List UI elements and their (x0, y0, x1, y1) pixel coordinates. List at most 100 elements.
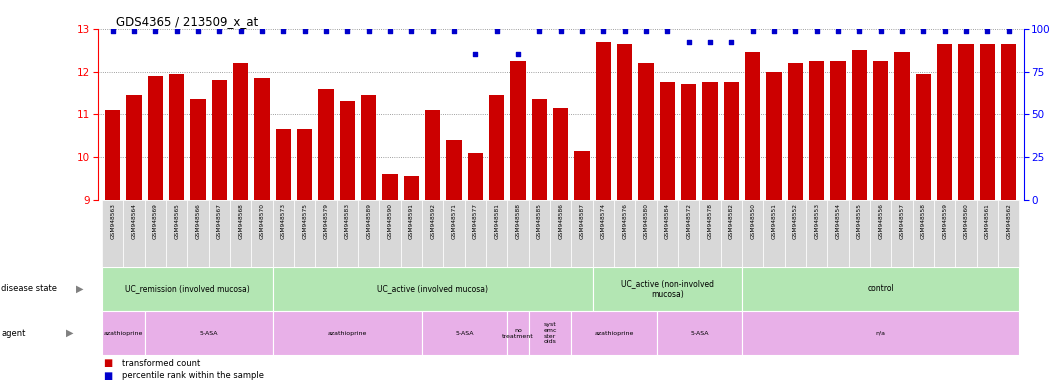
Text: GSM948571: GSM948571 (451, 203, 456, 239)
Bar (339, 101, 355, 200)
Text: GSM948573: GSM948573 (281, 203, 286, 239)
Text: GSM948583: GSM948583 (345, 203, 350, 239)
Point (382, 27, 399, 33)
Text: ▶: ▶ (76, 284, 83, 294)
Bar (742, 200, 763, 267)
Bar (745, 52, 761, 200)
Point (958, 27, 975, 33)
Text: GSM948565: GSM948565 (174, 203, 180, 239)
Bar (401, 200, 422, 267)
Text: GSM948585: GSM948585 (537, 203, 542, 239)
Bar (720, 200, 742, 267)
Bar (937, 44, 952, 200)
Text: GSM948584: GSM948584 (665, 203, 670, 239)
Text: GSM948559: GSM948559 (942, 203, 947, 239)
Bar (571, 200, 593, 267)
Bar (763, 200, 784, 267)
Bar (784, 200, 807, 267)
Text: GSM948568: GSM948568 (238, 203, 244, 239)
Text: GSM948562: GSM948562 (1007, 203, 1011, 239)
Point (488, 27, 505, 33)
Point (552, 27, 569, 33)
Bar (422, 200, 444, 267)
Bar (444, 200, 465, 267)
Text: GSM948550: GSM948550 (750, 203, 755, 239)
Bar (849, 200, 870, 267)
Bar (380, 200, 401, 267)
Point (403, 27, 420, 33)
Text: transformed count: transformed count (122, 359, 201, 368)
Text: GDS4365 / 213509_x_at: GDS4365 / 213509_x_at (116, 15, 259, 28)
Bar (638, 63, 653, 200)
Bar (617, 44, 632, 200)
Bar (190, 99, 205, 200)
Point (787, 27, 804, 33)
Text: GSM948555: GSM948555 (857, 203, 862, 239)
Bar (102, 200, 123, 267)
Bar (145, 311, 272, 355)
Text: GSM948586: GSM948586 (559, 203, 563, 239)
Bar (766, 71, 782, 200)
Bar (532, 99, 547, 200)
Bar (1001, 44, 1016, 200)
Bar (913, 200, 934, 267)
Bar (892, 200, 913, 267)
Text: azathioprine: azathioprine (104, 331, 144, 336)
Point (809, 27, 826, 33)
Point (425, 27, 442, 33)
Text: UC_active (involved mucosa): UC_active (involved mucosa) (378, 285, 488, 293)
Point (936, 27, 953, 33)
Text: GSM948557: GSM948557 (899, 203, 904, 239)
Text: UC_remission (involved mucosa): UC_remission (involved mucosa) (126, 285, 250, 293)
Bar (656, 200, 678, 267)
Bar (593, 267, 742, 311)
Point (722, 40, 739, 46)
Bar (468, 153, 483, 200)
Bar (145, 200, 166, 267)
Text: GSM948582: GSM948582 (729, 203, 734, 239)
Text: UC_active (non-involved
mucosa): UC_active (non-involved mucosa) (621, 279, 714, 299)
Bar (486, 200, 508, 267)
Point (915, 27, 932, 33)
Point (701, 40, 718, 46)
Text: GSM948578: GSM948578 (708, 203, 713, 239)
Bar (742, 311, 1019, 355)
Bar (102, 311, 145, 355)
Text: GSM948574: GSM948574 (601, 203, 605, 239)
Text: GSM948552: GSM948552 (793, 203, 798, 239)
Point (830, 27, 847, 33)
Point (168, 27, 185, 33)
Text: GSM948575: GSM948575 (302, 203, 307, 239)
Point (446, 27, 463, 33)
Text: GSM948572: GSM948572 (686, 203, 692, 239)
Text: GSM948561: GSM948561 (985, 203, 990, 239)
Bar (254, 78, 270, 200)
Point (573, 27, 591, 33)
Bar (102, 267, 272, 311)
Text: GSM948553: GSM948553 (814, 203, 819, 239)
Text: GSM948560: GSM948560 (964, 203, 968, 239)
Point (232, 27, 249, 33)
Bar (851, 50, 867, 200)
Bar (681, 84, 696, 200)
Point (616, 27, 633, 33)
Text: syst
emc
ster
oids: syst emc ster oids (544, 322, 556, 344)
Point (147, 27, 164, 33)
Bar (724, 82, 739, 200)
Text: GSM948563: GSM948563 (111, 203, 115, 239)
Bar (571, 311, 656, 355)
Bar (426, 110, 440, 200)
Point (275, 27, 292, 33)
Bar (212, 80, 227, 200)
Bar (980, 44, 995, 200)
Text: GSM948587: GSM948587 (580, 203, 584, 239)
Text: GSM948569: GSM948569 (153, 203, 157, 239)
Bar (742, 267, 1019, 311)
Point (765, 27, 782, 33)
Bar (660, 82, 675, 200)
Text: GSM948580: GSM948580 (644, 203, 649, 239)
Bar (127, 95, 142, 200)
Text: GSM948589: GSM948589 (366, 203, 371, 239)
Bar (297, 129, 313, 200)
Bar (187, 200, 209, 267)
